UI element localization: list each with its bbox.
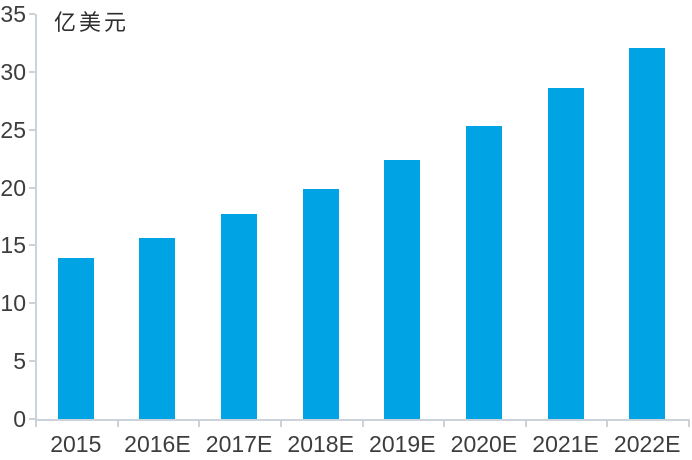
y-tick-label: 30 (0, 58, 26, 85)
y-tick-label: 25 (0, 116, 26, 143)
x-tick-label: 2018E (287, 431, 354, 457)
y-tick-mark (29, 360, 35, 363)
y-tick-label: 0 (13, 406, 26, 432)
y-tick-mark (29, 244, 35, 247)
x-tick-mark (198, 421, 201, 427)
y-tick-label: 10 (0, 290, 26, 317)
x-tick-mark (361, 421, 364, 427)
y-tick-mark (29, 128, 35, 131)
bar-2015 (57, 258, 94, 419)
y-tick-mark (29, 70, 35, 73)
x-tick-mark (524, 421, 527, 427)
x-tick-label: 2021E (532, 431, 599, 457)
x-tick-mark (443, 421, 446, 427)
x-tick-label: 2016E (124, 431, 191, 457)
bar-2017E (221, 214, 258, 419)
bar-2016E (139, 238, 176, 419)
y-tick-mark (29, 13, 35, 15)
y-tick-label: 5 (13, 348, 26, 375)
x-tick-mark (279, 421, 282, 427)
x-tick-mark (606, 421, 609, 427)
y-tick-mark (29, 418, 35, 420)
y-tick-label: 20 (0, 174, 26, 201)
y-tick-mark (29, 302, 35, 305)
y-tick-mark (29, 186, 35, 189)
y-tick-label: 35 (0, 1, 26, 27)
x-tick-label: 2015 (50, 431, 102, 457)
x-tick-mark (688, 421, 690, 427)
bar-2019E (384, 159, 421, 419)
bar-2021E (547, 88, 584, 419)
y-tick-label: 15 (0, 232, 26, 259)
y-axis-line (35, 14, 37, 419)
x-tick-label: 2017E (205, 431, 273, 457)
x-axis-line (35, 419, 690, 421)
y-axis-unit-label: 亿美元 (54, 11, 130, 36)
x-tick-label: 2022E (613, 431, 681, 457)
x-tick-label: 2019E (369, 431, 436, 457)
bar-2018E (302, 188, 339, 419)
x-tick-mark (35, 421, 37, 427)
x-tick-label: 2020E (450, 431, 518, 457)
bar-2020E (465, 126, 502, 419)
bar-2022E (629, 47, 666, 419)
x-tick-mark (116, 421, 119, 427)
